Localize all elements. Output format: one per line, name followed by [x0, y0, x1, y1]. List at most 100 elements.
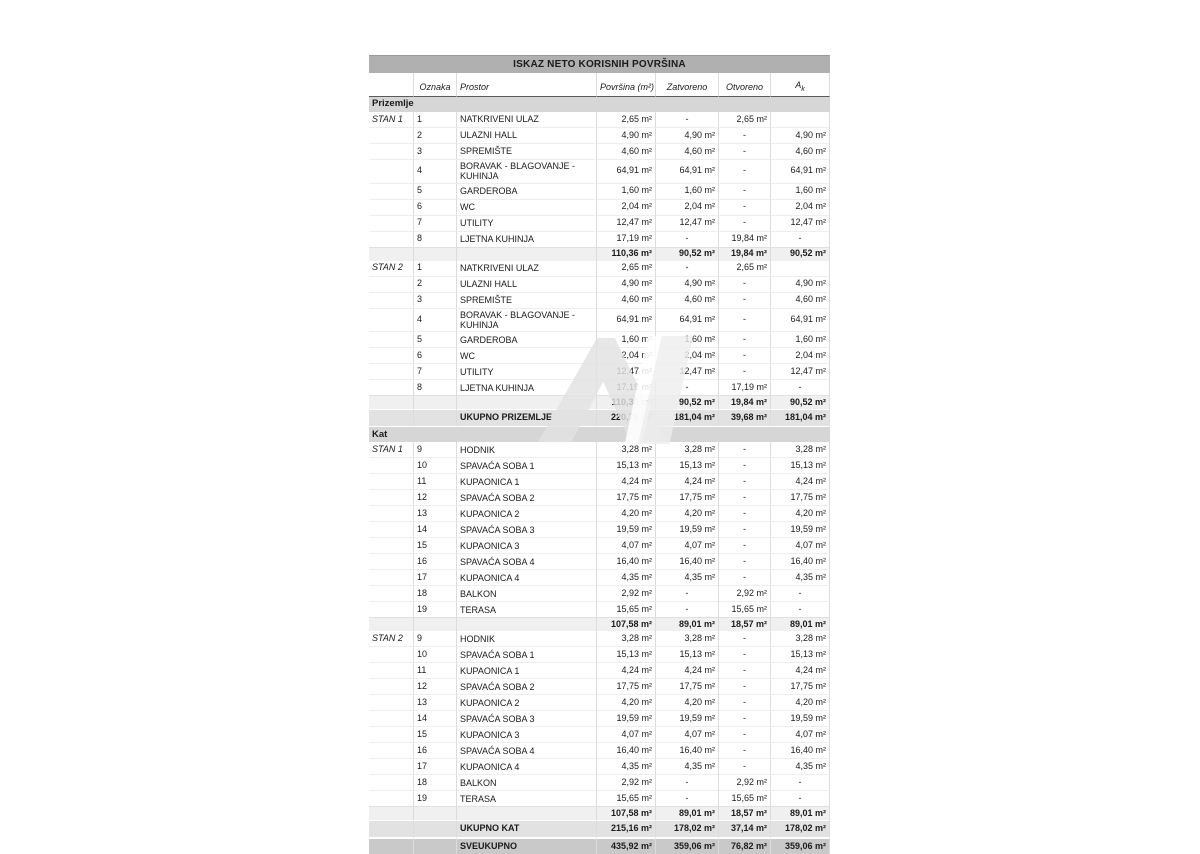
value-cell: -: [655, 230, 718, 247]
column-header-prostor: Prostor: [456, 73, 596, 97]
value-cell: 64,91 m²: [655, 307, 718, 332]
value-cell: 2,65 m²: [596, 112, 655, 127]
table-row: 4 BORAVAK - BLAGOVANJE - KUHINJA 64,91 m² 6…: [369, 307, 830, 332]
value-cell: [770, 112, 830, 127]
row-number-cell: 15: [413, 726, 456, 743]
value-cell: -: [770, 601, 830, 618]
value-cell: 4,35 m²: [596, 569, 655, 586]
table-row: 5 GARDEROBA 1,60 m² 1,60 m² -1,60 m²: [369, 182, 830, 199]
value-cell: -: [718, 646, 770, 663]
group-label-cell: STAN 1: [372, 113, 403, 124]
group-label-cell: [369, 726, 413, 742]
value-cell: 19,59 m²: [596, 521, 655, 538]
value-cell: 2,65 m²: [596, 260, 655, 276]
table-row: 4 BORAVAK - BLAGOVANJE - KUHINJA 64,91 m² 6…: [369, 159, 830, 183]
row-number-cell: 5: [413, 331, 456, 348]
table-row: 19 TERASA 15,65 m² -15,65 m² -: [369, 601, 830, 618]
row-number-cell: 9: [413, 442, 456, 458]
value-cell: 64,91 m²: [770, 307, 830, 332]
value-cell: -: [718, 505, 770, 522]
table-row: 11 KUPAONICA 1 4,24 m² 4,24 m² -4,24 m²: [369, 473, 830, 490]
value-cell: 2,92 m²: [718, 774, 770, 791]
room-name-cell: BALKON: [456, 774, 596, 791]
value-cell: 1,60 m²: [596, 331, 655, 348]
group-label-cell: [369, 291, 413, 308]
value-cell: 4,90 m²: [596, 127, 655, 143]
table-row: 16 SPAVAĆA SOBA 4 16,40 m² 16,40 m² -16,40 m…: [369, 553, 830, 570]
row-number-cell: [413, 246, 456, 261]
value-cell: 2,92 m²: [596, 585, 655, 602]
value-cell: -: [655, 601, 718, 618]
area-statement-sheet: ISKAZ NETO KORISNIH POVRŠINA Oznaka Prost…: [369, 55, 830, 854]
value-cell: 17,19 m²: [596, 379, 655, 396]
row-number-cell: 11: [413, 662, 456, 679]
value-cell: 4,90 m²: [655, 275, 718, 292]
value-cell: 4,24 m²: [770, 473, 830, 490]
group-label-cell: [369, 521, 413, 537]
value-cell: 12,47 m²: [770, 363, 830, 380]
value-cell: -: [718, 662, 770, 679]
value-cell: 19,84 m²: [718, 395, 770, 410]
value-cell: 181,04 m²: [770, 409, 830, 427]
room-name-cell: WC: [456, 198, 596, 215]
group-label-cell: [369, 569, 413, 585]
value-cell: -: [718, 214, 770, 231]
floor-total-label: UKUPNO KAT: [456, 820, 596, 838]
value-cell: -: [718, 275, 770, 292]
row-number-cell: [413, 806, 456, 821]
value-cell: 12,47 m²: [770, 214, 830, 231]
room-name-cell: SPAVAĆA SOBA 2: [456, 489, 596, 506]
room-name-cell: LJETNA KUHINJA: [456, 230, 596, 247]
value-cell: 4,20 m²: [596, 694, 655, 711]
column-header-zatvoreno: Zatvoreno: [655, 73, 718, 97]
value-cell: 90,52 m²: [655, 246, 718, 261]
value-cell: 181,04 m²: [655, 409, 718, 427]
value-cell: 37,14 m²: [718, 820, 770, 838]
room-name-cell: [456, 806, 596, 821]
value-cell: 3,28 m²: [596, 442, 655, 458]
value-cell: 2,04 m²: [655, 347, 718, 364]
room-name-cell: NATKRIVENI ULAZ: [456, 112, 596, 127]
table-row: 16 SPAVAĆA SOBA 4 16,40 m² 16,40 m² -16,40 m…: [369, 742, 830, 759]
group-label-cell: [369, 363, 413, 379]
row-number-cell: 17: [413, 569, 456, 586]
row-number-cell: 10: [413, 646, 456, 663]
value-cell: 12,47 m²: [596, 363, 655, 380]
value-cell: 4,24 m²: [596, 473, 655, 490]
table-row: STAN 2 1 NATKRIVENI ULAZ 2,65 m² -2,65 m²: [369, 260, 830, 276]
column-header-row: Oznaka Prostor Površina (m²) Zatvoreno Otvor…: [369, 73, 830, 97]
room-name-cell: KUPAONICA 1: [456, 473, 596, 490]
value-cell: -: [718, 331, 770, 348]
group-label-cell: [369, 505, 413, 521]
value-cell: 15,13 m²: [596, 457, 655, 474]
value-cell: 4,07 m²: [655, 726, 718, 743]
value-cell: -: [655, 774, 718, 791]
group-label-cell: [369, 537, 413, 553]
room-name-cell: GARDEROBA: [456, 182, 596, 199]
value-cell: 4,90 m²: [655, 127, 718, 143]
value-cell: 1,60 m²: [655, 331, 718, 348]
room-name-cell: WC: [456, 347, 596, 364]
page: { "colors": { "title_band": "#b0b0b0", "…: [369, 55, 830, 854]
row-number-cell: 8: [413, 230, 456, 247]
floor-total-row: UKUPNO KAT 215,16 m² 178,02 m² 37,14 m² 178,…: [369, 820, 830, 838]
subtotal-row: 107,58 m² 89,01 m² 18,57 m² 89,01 m²: [369, 806, 830, 821]
group-label-cell: [369, 678, 413, 694]
row-number-cell: 14: [413, 710, 456, 727]
value-cell: 17,19 m²: [596, 230, 655, 247]
value-cell: 110,36 m²: [596, 395, 655, 410]
group-label-cell: [369, 662, 413, 678]
value-cell: -: [718, 457, 770, 474]
value-cell: 3,28 m²: [596, 631, 655, 647]
group-label-cell: [369, 246, 413, 261]
value-cell: -: [770, 585, 830, 602]
value-cell: [770, 260, 830, 276]
value-cell: 17,75 m²: [655, 678, 718, 695]
value-cell: 18,57 m²: [718, 617, 770, 632]
value-cell: 4,20 m²: [596, 505, 655, 522]
value-cell: 89,01 m²: [770, 806, 830, 821]
group-label-cell: STAN 1: [372, 443, 403, 454]
value-cell: 2,92 m²: [718, 585, 770, 602]
value-cell: 4,07 m²: [770, 726, 830, 743]
room-name-cell: KUPAONICA 2: [456, 694, 596, 711]
